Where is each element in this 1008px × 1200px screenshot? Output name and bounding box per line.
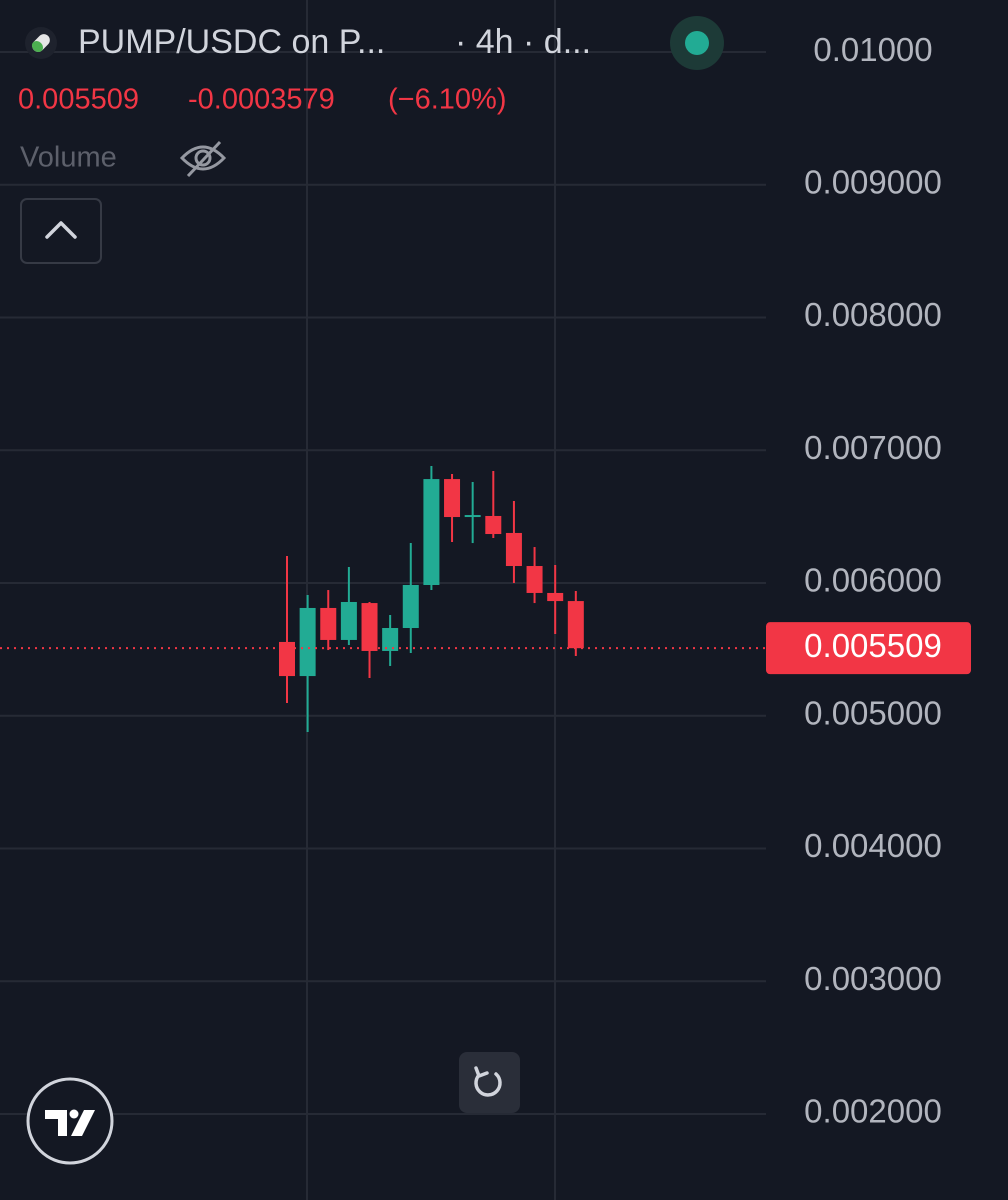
last-price-badge: [766, 622, 971, 675]
logo-t: [45, 1110, 67, 1136]
candle-body: [279, 641, 295, 677]
last-price: 0.005509: [18, 84, 139, 116]
y-tick-label: 0.007000: [804, 429, 942, 466]
y-tick-label: 0.006000: [804, 562, 942, 599]
reset-arrow: [474, 1066, 489, 1078]
tradingview-logo[interactable]: [26, 1077, 114, 1165]
pill-icon: [31, 34, 50, 53]
y-tick-label: 0.01000: [813, 31, 932, 68]
candle-body: [340, 601, 357, 640]
candle-body: [526, 566, 543, 593]
reset-button[interactable]: [459, 1052, 520, 1113]
change-percent: (−6.10%): [388, 84, 506, 116]
header: PUMP/USDC on P... · 4h · d... 0.005509 -…: [18, 16, 724, 264]
volume-label: Volume: [20, 142, 117, 174]
pill-half: [31, 41, 43, 53]
y-tick-label: 0.005000: [804, 694, 942, 731]
slash: [186, 140, 222, 178]
candle-body: [505, 532, 522, 567]
candle-body: [382, 628, 399, 651]
price-axis: 0.01000 0.009000 0.008000 0.007000 0.006000 0…: [766, 31, 971, 1130]
status-dot: [685, 31, 709, 55]
button-bg: [459, 1052, 520, 1113]
last-price-label: 0.005509: [804, 627, 942, 664]
pupil: [194, 149, 212, 167]
hide-volume-icon[interactable]: [179, 140, 227, 178]
candle-body: [444, 479, 461, 518]
y-tick-label: 0.003000: [804, 960, 942, 997]
y-tick-label: 0.008000: [804, 296, 942, 333]
candle-body: [320, 607, 337, 640]
interval: · 4h · d...: [455, 23, 591, 61]
candle-body: [402, 585, 419, 629]
collapse-button[interactable]: [20, 198, 102, 264]
eye: [179, 145, 227, 171]
change: -0.0003579: [188, 84, 335, 116]
symbol-title: PUMP/USDC on P...: [78, 23, 385, 61]
candle-body: [485, 515, 502, 535]
plot: [0, 466, 766, 732]
candle-body: [464, 515, 481, 518]
logo-v: [71, 1110, 95, 1136]
y-tick-label: 0.004000: [804, 827, 942, 864]
y-tick-label: 0.009000: [804, 163, 942, 200]
chevron-up: [45, 221, 77, 239]
y-tick-label: 0.002000: [804, 1093, 942, 1130]
candle-body: [361, 603, 378, 651]
reset-icon: [474, 1072, 502, 1097]
candle-body: [547, 592, 564, 602]
candle-body: [299, 607, 316, 677]
logo-ring: [26, 1077, 114, 1165]
button-frame: [20, 198, 102, 264]
logo-dot: [69, 1109, 79, 1119]
candle-body: [423, 479, 440, 585]
candle-body: [567, 601, 584, 649]
